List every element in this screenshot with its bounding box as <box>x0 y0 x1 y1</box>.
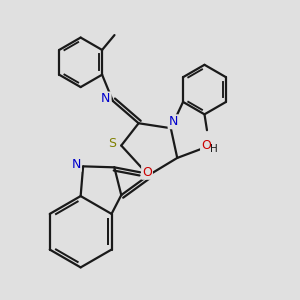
Text: O: O <box>142 166 152 179</box>
Text: N: N <box>169 115 178 128</box>
Text: S: S <box>108 137 116 150</box>
Text: H: H <box>210 144 218 154</box>
Text: N: N <box>71 158 81 171</box>
Text: O: O <box>201 139 211 152</box>
Text: N: N <box>101 92 111 106</box>
